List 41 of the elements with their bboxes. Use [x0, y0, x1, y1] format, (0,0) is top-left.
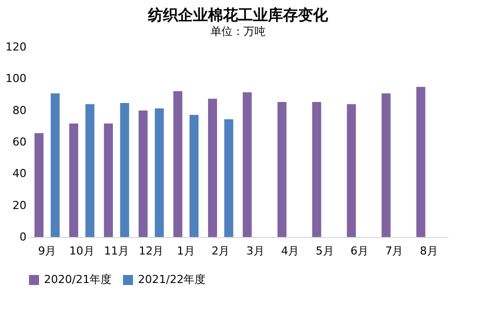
x-tick-label: 1月 [176, 244, 195, 258]
bar [190, 114, 199, 237]
x-tick-label: 5月 [316, 244, 334, 258]
y-tick-label: 0 [20, 230, 26, 244]
bar [85, 104, 94, 237]
x-tick-label: 12月 [138, 244, 164, 258]
chart-title: 纺织企业棉花工业库存变化 [147, 6, 329, 24]
x-tick-label: 7月 [385, 244, 404, 258]
bar [416, 86, 426, 237]
x-tick-label: 8月 [420, 244, 438, 258]
x-tick-label: 6月 [350, 244, 368, 258]
y-tick-label: 60 [12, 136, 26, 148]
y-axis-title: 单位：万吨 [210, 25, 266, 38]
bar [312, 102, 322, 237]
bar [346, 104, 356, 237]
x-tick-label: 4月 [281, 244, 300, 258]
y-tick-label: 20 [12, 198, 26, 212]
bar [277, 102, 286, 237]
bar [104, 123, 113, 237]
y-tick-label: 40 [12, 167, 26, 180]
bar [242, 92, 252, 237]
y-tick-label: 100 [6, 72, 26, 86]
legend-label: 2021/22年度 [138, 273, 206, 286]
x-tick-label: 10月 [69, 244, 94, 258]
y-tick-label: 120 [6, 40, 26, 54]
bar [208, 98, 218, 237]
bar [154, 108, 164, 237]
legend-label: 2020/21年度 [44, 273, 112, 286]
bar [382, 93, 391, 237]
x-tick-label: 11月 [104, 244, 130, 258]
bar [138, 110, 148, 237]
bar [224, 119, 234, 237]
bar [50, 93, 60, 237]
x-tick-label: 9月 [38, 244, 56, 258]
x-tick-label: 3月 [246, 244, 264, 258]
bar [120, 103, 130, 237]
y-tick-label: 80 [12, 104, 26, 117]
bar [69, 123, 78, 237]
x-tick-label: 2月 [212, 244, 230, 258]
bar [173, 91, 182, 237]
bar [34, 133, 44, 237]
